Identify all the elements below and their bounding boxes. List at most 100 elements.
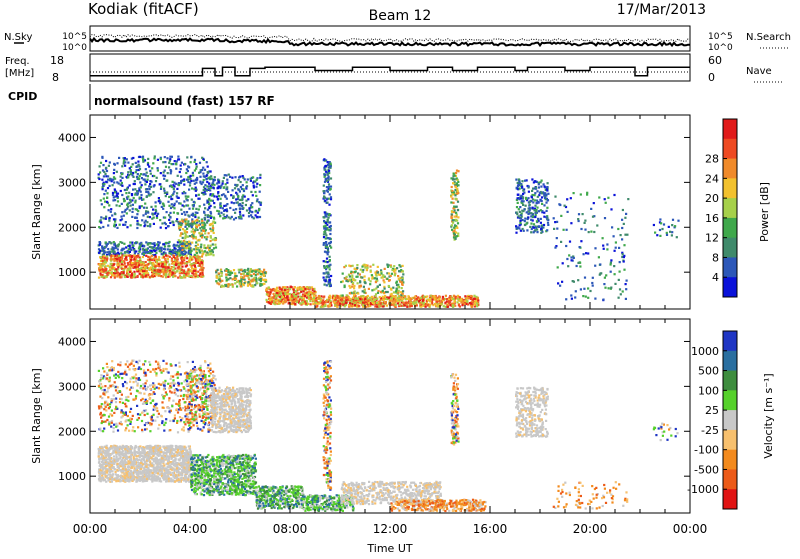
data-cell: [327, 174, 329, 176]
data-cell: [329, 237, 331, 239]
data-cell: [164, 410, 166, 412]
data-cell: [194, 366, 196, 368]
data-cell: [371, 289, 373, 291]
data-cell: [243, 277, 245, 279]
data-cell: [303, 290, 305, 292]
data-cell: [140, 191, 142, 193]
data-cell: [145, 168, 147, 170]
data-cell: [540, 200, 542, 202]
data-cell: [318, 297, 320, 299]
data-cell: [107, 187, 109, 189]
data-cell: [151, 167, 153, 169]
data-cell: [529, 201, 531, 203]
data-cell: [149, 188, 151, 190]
data-cell: [195, 246, 197, 248]
data-cell: [436, 301, 438, 303]
data-cell: [113, 267, 115, 269]
data-cell: [470, 298, 472, 300]
data-cell: [125, 221, 127, 223]
data-cell: [142, 198, 144, 200]
data-cell: [624, 234, 626, 236]
data-cell: [536, 231, 538, 233]
data-cell: [243, 284, 245, 286]
data-cell: [546, 207, 548, 209]
data-cell: [153, 242, 155, 244]
data-cell: [172, 163, 174, 165]
data-cell: [168, 219, 170, 221]
data-cell: [146, 172, 148, 174]
data-cell: [209, 247, 211, 249]
data-cell: [335, 299, 337, 301]
data-cell: [364, 298, 366, 300]
data-cell: [209, 363, 211, 365]
data-cell: [453, 173, 455, 175]
data-cell: [113, 172, 115, 174]
data-cell: [457, 190, 459, 192]
data-cell: [110, 255, 112, 257]
data-cell: [191, 231, 193, 233]
data-cell: [206, 161, 208, 163]
data-cell: [304, 301, 306, 303]
data-cell: [143, 268, 145, 270]
data-cell: [364, 267, 366, 269]
data-cell: [388, 297, 390, 299]
data-cell: [532, 216, 534, 218]
data-cell: [454, 194, 456, 196]
data-cell: [163, 188, 165, 190]
data-cell: [127, 162, 129, 164]
data-cell: [442, 298, 444, 300]
data-cell: [538, 226, 540, 228]
data-cell: [179, 248, 181, 250]
data-cell: [471, 305, 473, 307]
data-cell: [169, 212, 171, 214]
data-cell: [159, 369, 161, 371]
data-cell: [529, 207, 531, 209]
data-cell: [173, 266, 175, 268]
data-cell: [180, 209, 182, 211]
data-cell: [357, 298, 359, 300]
data-cell: [116, 162, 118, 164]
data-cell: [119, 401, 121, 403]
data-cell: [187, 204, 189, 206]
data-cell: [102, 260, 104, 262]
data-cell: [129, 247, 131, 249]
data-cell: [176, 188, 178, 190]
data-cell: [105, 409, 107, 411]
data-cell: [167, 172, 169, 174]
data-cell: [565, 298, 567, 300]
data-cell: [659, 235, 661, 237]
data-cell: [124, 263, 126, 265]
data-cell: [434, 303, 436, 305]
data-cell: [327, 272, 329, 274]
data-cell: [106, 366, 108, 368]
data-cell: [129, 209, 131, 211]
data-cell: [407, 298, 409, 300]
cpid-label: CPID: [8, 90, 37, 103]
data-cell: [168, 225, 170, 227]
data-cell: [152, 368, 154, 370]
data-cell: [210, 230, 212, 232]
data-cell: [455, 219, 457, 221]
data-cell: [240, 273, 242, 275]
data-cell: [162, 276, 164, 278]
data-cell: [139, 197, 141, 199]
data-cell: [185, 251, 187, 253]
data-cell: [111, 274, 113, 276]
data-cell: [554, 196, 556, 198]
data-cell: [114, 221, 116, 223]
data-cell: [103, 217, 105, 219]
data-cell: [284, 289, 286, 291]
data-cell: [238, 176, 240, 178]
data-cell: [190, 175, 192, 177]
data-cell: [195, 260, 197, 262]
data-cell: [454, 178, 456, 180]
data-cell: [239, 213, 241, 215]
data-cell: [139, 251, 141, 253]
data-cell: [207, 209, 209, 211]
data-cell: [106, 255, 108, 257]
data-cell: [561, 281, 563, 283]
data-cell: [606, 248, 608, 250]
data-cell: [621, 219, 623, 221]
data-cell: [265, 279, 267, 281]
